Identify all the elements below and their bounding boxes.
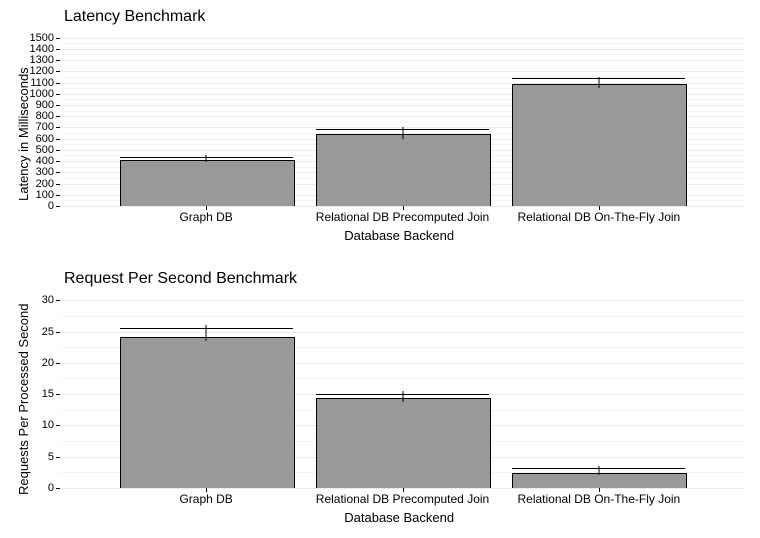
y-tick-label: 25	[14, 326, 54, 338]
grid-minor	[60, 316, 745, 317]
y-tick-mark	[56, 49, 60, 50]
benchmark-figure: Latency Benchmark Latency in Millisecond…	[0, 0, 760, 538]
y-tick-label: 1300	[14, 54, 54, 66]
y-tick-label: 700	[14, 121, 54, 133]
error-bar	[598, 466, 599, 475]
y-tick-label: 20	[14, 357, 54, 369]
y-tick-mark	[56, 206, 60, 207]
y-tick-mark	[56, 300, 60, 301]
x-tick-label: Graph DB	[179, 492, 232, 506]
grid-minor	[60, 66, 745, 67]
bar	[512, 473, 687, 488]
grid-major	[60, 71, 745, 72]
error-bar	[402, 127, 403, 138]
bar	[316, 134, 491, 206]
y-tick-mark	[56, 161, 60, 162]
y-tick-mark	[56, 457, 60, 458]
y-tick-label: 1200	[14, 65, 54, 77]
x-tick-mark	[206, 206, 207, 210]
y-tick-mark	[56, 38, 60, 39]
y-tick-mark	[56, 105, 60, 106]
y-tick-mark	[56, 139, 60, 140]
x-tick-label: Relational DB On-The-Fly Join	[517, 210, 680, 224]
x-tick-label: Graph DB	[179, 210, 232, 224]
grid-major	[60, 300, 745, 301]
y-tick-label: 30	[14, 294, 54, 306]
y-tick-label: 800	[14, 110, 54, 122]
x-tick-mark	[403, 206, 404, 210]
y-tick-label: 200	[14, 178, 54, 190]
y-tick-label: 0	[14, 482, 54, 494]
y-tick-label: 1000	[14, 88, 54, 100]
y-tick-mark	[56, 71, 60, 72]
rps-x-axis-title: Database Backend	[344, 510, 454, 525]
x-tick-mark	[403, 488, 404, 492]
y-tick-label: 10	[14, 419, 54, 431]
grid-major	[60, 38, 745, 39]
y-tick-mark	[56, 332, 60, 333]
bar	[316, 398, 491, 488]
latency-x-axis-title: Database Backend	[344, 228, 454, 243]
x-tick-label: Relational DB Precomputed Join	[316, 210, 489, 224]
y-tick-mark	[56, 394, 60, 395]
error-bar	[206, 325, 207, 341]
grid-major	[60, 60, 745, 61]
x-tick-mark	[206, 488, 207, 492]
y-tick-label: 1500	[14, 32, 54, 44]
y-tick-mark	[56, 195, 60, 196]
y-tick-mark	[56, 425, 60, 426]
latency-title: Latency Benchmark	[64, 8, 205, 26]
grid-major	[60, 49, 745, 50]
grid-minor	[60, 54, 745, 55]
error-bar	[402, 391, 403, 402]
y-tick-mark	[56, 172, 60, 173]
y-tick-label: 100	[14, 189, 54, 201]
bar	[120, 337, 295, 488]
y-tick-mark	[56, 150, 60, 151]
y-tick-mark	[56, 363, 60, 364]
y-tick-label: 0	[14, 200, 54, 212]
x-tick-mark	[599, 206, 600, 210]
y-tick-label: 15	[14, 388, 54, 400]
rps-title: Request Per Second Benchmark	[64, 270, 297, 288]
y-tick-label: 5	[14, 451, 54, 463]
y-tick-mark	[56, 60, 60, 61]
y-tick-label: 500	[14, 144, 54, 156]
y-tick-label: 900	[14, 99, 54, 111]
y-tick-label: 400	[14, 155, 54, 167]
grid-major	[60, 332, 745, 333]
y-tick-label: 1100	[14, 77, 54, 89]
y-tick-mark	[56, 94, 60, 95]
y-tick-mark	[56, 127, 60, 128]
bar	[512, 84, 687, 206]
latency-plot-area	[60, 32, 745, 206]
y-tick-mark	[56, 83, 60, 84]
y-tick-label: 600	[14, 133, 54, 145]
x-tick-mark	[599, 488, 600, 492]
y-tick-label: 1400	[14, 43, 54, 55]
grid-minor	[60, 43, 745, 44]
y-tick-label: 300	[14, 166, 54, 178]
x-tick-label: Relational DB On-The-Fly Join	[517, 492, 680, 506]
error-bar	[206, 155, 207, 162]
y-tick-mark	[56, 184, 60, 185]
y-tick-mark	[56, 488, 60, 489]
rps-plot-area	[60, 294, 745, 488]
error-bar	[598, 77, 599, 88]
y-tick-mark	[56, 116, 60, 117]
x-tick-label: Relational DB Precomputed Join	[316, 492, 489, 506]
bar	[120, 160, 295, 206]
